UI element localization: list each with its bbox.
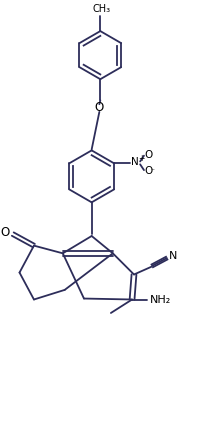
Text: O: O <box>144 150 152 160</box>
Text: O: O <box>95 101 104 114</box>
Text: O: O <box>144 166 152 176</box>
Text: N: N <box>131 157 139 168</box>
Text: O: O <box>0 226 10 238</box>
Text: ⁻: ⁻ <box>151 167 155 175</box>
Text: CH₃: CH₃ <box>92 4 110 14</box>
Text: NH₂: NH₂ <box>149 295 171 305</box>
Text: +: + <box>138 154 145 163</box>
Text: N: N <box>169 251 177 261</box>
